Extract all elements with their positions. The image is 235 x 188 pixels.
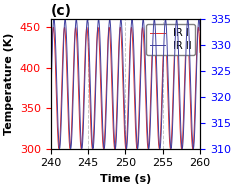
IR I [199, 51, 201, 54]
IR II [199, 29, 201, 31]
IR I [187, 33, 189, 36]
Y-axis label: Temperature (K): Temperature (K) [4, 33, 14, 135]
IR II [194, 107, 197, 109]
IR I [113, 147, 116, 150]
IR II [49, 105, 52, 107]
IR II [175, 18, 178, 20]
IR II [125, 147, 128, 150]
IR I [63, 26, 66, 29]
IR II [112, 112, 115, 114]
Line: IR I: IR I [51, 27, 200, 149]
Text: (c): (c) [51, 4, 72, 18]
IR II [187, 19, 189, 21]
X-axis label: Time (s): Time (s) [100, 174, 151, 184]
IR II [120, 23, 123, 25]
IR II [158, 142, 161, 144]
IR I [194, 89, 197, 91]
IR I [112, 132, 115, 134]
IR II [113, 141, 116, 144]
Legend: IR I, IR II: IR I, IR II [146, 24, 195, 55]
IR I [113, 147, 116, 150]
IR I [49, 87, 52, 89]
Line: IR II: IR II [51, 19, 200, 149]
IR I [158, 147, 161, 150]
IR I [120, 44, 123, 46]
